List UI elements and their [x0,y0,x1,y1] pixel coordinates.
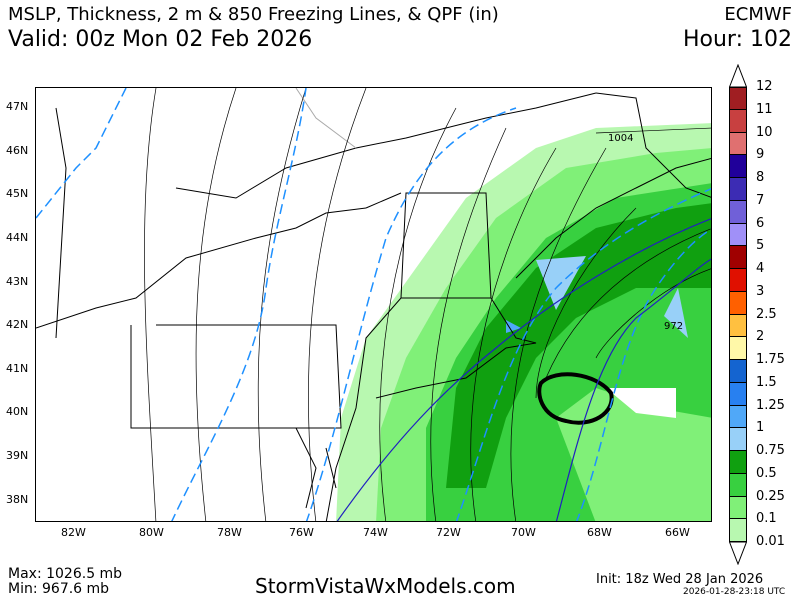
lat-label: 47N [6,100,29,113]
colorbar-swatch [729,496,747,520]
colorbar-label: 0.01 [756,534,785,549]
lon-label: 80W [139,526,164,539]
qpf-shading [336,123,711,521]
lat-label: 44N [6,231,29,244]
colorbar-label: 6 [756,215,765,231]
max-pressure: Max: 1026.5 mb [8,566,123,582]
thickness-isobars [144,88,711,521]
lon-label: 76W [289,526,314,539]
colorbar-label: 2.5 [756,306,777,322]
colorbar-swatch [729,178,747,201]
colorbar-swatch [729,519,747,542]
generated-timestamp: 2026-01-28-23:18 UTC [683,587,786,597]
low-center-contour [537,372,614,425]
colorbar-label: 12 [756,79,773,94]
colorbar-label: 9 [756,147,765,163]
colorbar-label: 0.75 [756,443,785,458]
freezing-lines [36,88,711,521]
colorbar-swatch [729,87,747,110]
lon-label: 74W [363,526,388,539]
lon-label: 78W [217,526,242,539]
min-pressure: Min: 967.6 mb [8,581,110,597]
site-watermark: StormVistaWxModels.com [255,574,516,598]
colorbar-label: 0.1 [756,511,777,527]
colorbar-label: 1.5 [756,374,777,390]
colorbar-label: 1.75 [756,352,785,367]
colorbar-label: 11 [756,101,773,117]
lat-label: 41N [6,362,29,375]
colorbar-label: 0.5 [756,465,777,481]
colorbar-swatch [729,223,747,247]
lat-label: 39N [6,449,29,462]
lat-label: 42N [6,318,29,331]
colorbar-swatch [729,473,747,497]
map-panel: 1004 972 [35,87,712,522]
colorbar-label: 10 [756,124,773,140]
colorbar-label: 8 [756,170,765,185]
valid-time: Valid: 00z Mon 02 Feb 2026 [8,27,313,52]
colorbar-swatch [729,382,747,406]
forecast-hour: Hour: 102 [682,27,792,52]
colorbar-swatch [729,269,747,292]
lat-label: 46N [6,144,29,157]
model-name: ECMWF [724,4,792,25]
colorbar-label: 5 [756,238,765,254]
colorbar-swatch [729,109,747,133]
isobar-label-1004: 1004 [608,133,633,144]
colorbar-swatch [729,246,747,269]
colorbar-swatch [729,314,747,338]
colorbar-label: 1 [756,420,765,436]
lon-label: 66W [665,526,690,539]
colorbar-swatch [729,360,747,383]
lat-label: 40N [6,405,29,418]
lon-label: 70W [511,526,536,539]
colorbar-swatch [729,132,747,156]
map-title: MSLP, Thickness, 2 m & 850 Freezing Line… [8,4,499,25]
colorbar-swatch [729,428,747,451]
colorbar-swatch [729,200,747,224]
colorbar-bottom-arrow [729,541,747,565]
coastlines-borders [36,92,711,521]
rain-snow-line [336,218,711,521]
colorbar-label: 0.25 [756,488,785,504]
isobar-label-972: 972 [664,321,683,332]
lon-label: 72W [436,526,461,539]
lon-label: 82W [61,526,86,539]
colorbar-label: 1.25 [756,397,785,413]
lat-label: 43N [6,275,29,288]
colorbar-label: 3 [756,283,765,299]
colorbar-top-arrow [729,64,747,88]
colorbar-label: 2 [756,329,765,345]
colorbar-label: 4 [756,261,765,276]
colorbar-swatch [729,405,747,429]
colorbar-swatch [729,451,747,474]
colorbar-swatch [729,291,747,315]
colorbar-swatch [729,337,747,360]
lat-label: 45N [6,187,29,200]
colorbar-label: 7 [756,192,765,208]
colorbar-swatch [729,155,747,178]
init-time: Init: 18z Wed 28 Jan 2026 [596,572,764,587]
lat-label: 38N [6,493,29,506]
lon-label: 68W [587,526,612,539]
